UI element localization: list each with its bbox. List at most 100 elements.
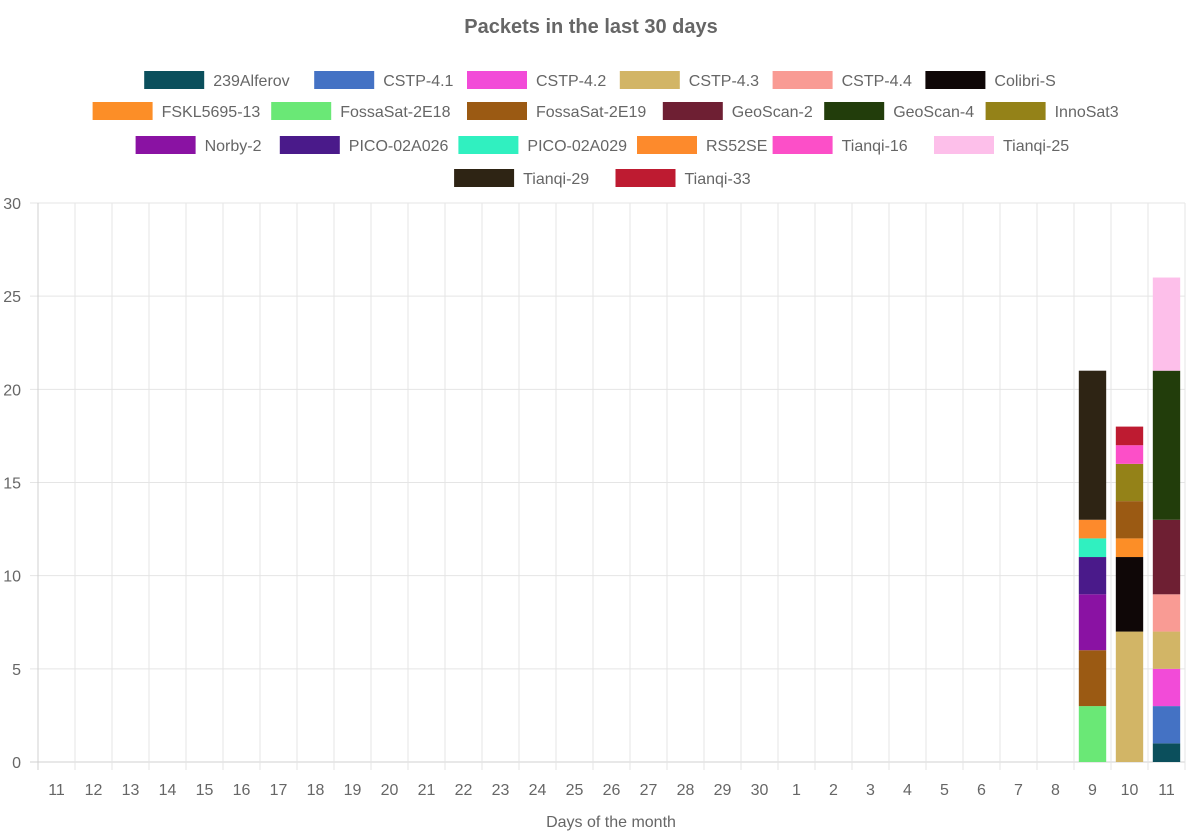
bar-geoscan-2-day-11[interactable] [1152,519,1181,595]
bar-cstp-4-3-day-10[interactable] [1115,631,1144,762]
legend-label: CSTP-4.3 [689,73,759,90]
legend-item-rs52se[interactable]: RS52SE [637,136,767,155]
x-tick-label: 10 [1121,782,1139,799]
legend-label: Tianqi-29 [523,171,589,188]
legend-item-tianqi-29[interactable]: Tianqi-29 [454,169,589,188]
bar-tianqi-16-day-10[interactable] [1115,445,1144,464]
legend-label: GeoScan-4 [893,104,974,121]
x-tick-label: 27 [640,782,658,799]
legend-label: FossaSat-2E19 [536,104,646,121]
x-tick-label: 2 [829,782,838,799]
x-tick-label: 30 [751,782,769,799]
legend-swatch [135,136,196,154]
bar-innosat3-day-10[interactable] [1115,463,1144,502]
legend-swatch [824,102,885,120]
x-tick-label: 28 [677,782,695,799]
legend-label: CSTP-4.2 [536,73,606,90]
legend-item-fossasat-2e18[interactable]: FossaSat-2E18 [271,102,451,121]
legend-swatch [934,136,994,154]
x-tick-label: 25 [566,782,584,799]
x-tick-label: 21 [418,782,436,799]
legend-swatch [271,102,332,120]
bar-cstp-4-1-day-11[interactable] [1152,706,1181,744]
bar-tianqi-25-day-11[interactable] [1152,277,1181,371]
legend-item-innosat3[interactable]: InnoSat3 [985,102,1119,121]
legend-swatch [925,71,986,89]
x-tick-label: 29 [714,782,732,799]
legend-swatch [458,136,519,154]
legend-item-cstp-4-2[interactable]: CSTP-4.2 [467,71,606,90]
x-tick-label: 23 [492,782,510,799]
x-tick-label: 18 [307,782,325,799]
y-tick-label: 10 [3,569,21,586]
bar-tianqi-33-day-10[interactable] [1115,426,1144,446]
bar-colibri-s-day-10[interactable] [1115,557,1144,632]
legend-label: PICO-02A026 [349,138,449,155]
bar-239alferov-day-11[interactable] [1152,743,1181,762]
bar-pico-02a026-day-9[interactable] [1078,557,1107,595]
legend-item-fossasat-2e19[interactable]: FossaSat-2E19 [467,102,646,121]
chart-title: Packets in the last 30 days [464,16,717,38]
legend-label: 239Alferov [213,73,290,90]
grid [30,202,1186,770]
bar-geoscan-4-day-11[interactable] [1152,370,1181,520]
legend-item-cstp-4-1[interactable]: CSTP-4.1 [314,71,454,90]
legend-label: PICO-02A029 [527,138,627,155]
x-tick-label: 26 [603,782,621,799]
bar-pico-02a029-day-9[interactable] [1078,538,1107,558]
legend-item-geoscan-2[interactable]: GeoScan-2 [662,102,813,121]
legend-label: FossaSat-2E18 [340,104,450,121]
y-tick-label: 25 [3,289,21,306]
legend-swatch [279,136,340,154]
legend-item-cstp-4-4[interactable]: CSTP-4.4 [772,71,912,90]
legend-swatch [662,102,723,120]
legend-swatch [144,71,205,89]
x-tick-label: 11 [48,782,65,799]
x-tick-label: 12 [85,782,103,799]
legend-swatch [467,71,527,89]
legend-item-tianqi-33[interactable]: Tianqi-33 [615,169,751,188]
x-tick-label: 1 [792,782,801,799]
bar-fskl5695-13-day-10[interactable] [1115,538,1144,558]
legend-item-geoscan-4[interactable]: GeoScan-4 [824,102,974,121]
bar-norby-2-day-9[interactable] [1078,594,1107,651]
bar-rs52se-day-9[interactable] [1078,519,1107,539]
legend-swatch [772,136,833,154]
bar-cstp-4-2-day-11[interactable] [1152,668,1181,707]
legend-label: InnoSat3 [1055,104,1119,121]
legend-label: CSTP-4.4 [842,73,912,90]
legend-swatch [619,71,680,89]
y-tick-label: 0 [12,755,21,772]
legend-item-cstp-4-3[interactable]: CSTP-4.3 [619,71,759,90]
x-axis-title: Days of the month [546,814,676,831]
legend-item-fskl5695-13[interactable]: FSKL5695-13 [92,102,261,121]
legend-item-pico-02a029[interactable]: PICO-02A029 [458,136,627,155]
legend-swatch [772,71,833,89]
legend-swatch [314,71,375,89]
x-tick-label: 20 [381,782,399,799]
x-tick-label: 3 [866,782,875,799]
y-tick-label: 20 [3,382,21,399]
bar-cstp-4-3-day-11[interactable] [1152,631,1181,669]
legend-item-norby-2[interactable]: Norby-2 [135,136,262,155]
y-tick-label: 30 [3,196,21,213]
legend-label: Tianqi-25 [1003,138,1069,155]
bar-fossasat-2e19-day-10[interactable] [1115,501,1144,539]
bar-fossasat-2e19-day-9[interactable] [1078,650,1107,707]
x-tick-label: 14 [159,782,177,799]
legend-item-colibri-s[interactable]: Colibri-S [925,71,1056,90]
legend-item-239alferov[interactable]: 239Alferov [144,71,290,90]
bar-fossasat-2e18-day-9[interactable] [1078,706,1107,762]
x-tick-label: 8 [1051,782,1060,799]
bar-tianqi-29-day-9[interactable] [1078,370,1107,520]
bar-cstp-4-4-day-11[interactable] [1152,594,1181,632]
legend-item-tianqi-25[interactable]: Tianqi-25 [934,136,1069,155]
legend-item-pico-02a026[interactable]: PICO-02A026 [279,136,449,155]
legend-label: FSKL5695-13 [162,104,261,121]
y-tick-label: 15 [3,476,21,493]
legend-label: CSTP-4.1 [383,73,453,90]
x-tick-label: 17 [270,782,288,799]
legend-item-tianqi-16[interactable]: Tianqi-16 [772,136,908,155]
legend-label: RS52SE [706,138,767,155]
